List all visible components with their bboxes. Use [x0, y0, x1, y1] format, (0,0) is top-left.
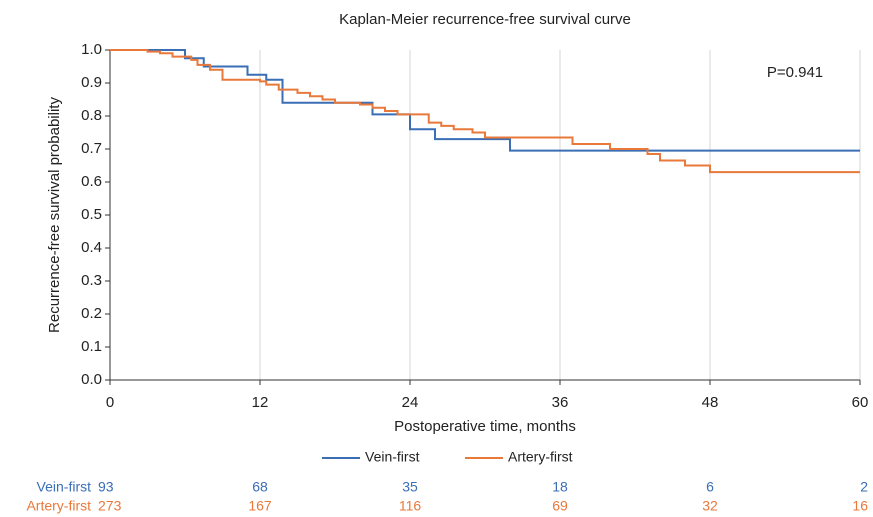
risk-count: 32: [702, 498, 718, 514]
legend-label: Vein-first: [365, 449, 420, 465]
x-tick-label: 60: [852, 394, 869, 411]
annotation: P=0.941: [767, 64, 823, 81]
risk-count: 2: [860, 479, 868, 495]
x-tick-label: 48: [702, 394, 719, 411]
y-tick-label: 0.1: [81, 338, 102, 355]
y-tick-label: 0.4: [81, 239, 102, 256]
x-axis-title: Postoperative time, months: [394, 418, 576, 435]
risk-row-label: Vein-first: [37, 479, 92, 495]
y-axis-title: Recurrence-free survival probability: [46, 97, 63, 333]
survival-curve: [110, 49, 860, 174]
risk-count: 16: [852, 498, 868, 514]
risk-count: 69: [552, 498, 568, 514]
risk-count: 6: [706, 479, 714, 495]
y-tick-label: 1.0: [81, 41, 102, 58]
risk-count: 35: [402, 479, 418, 495]
y-tick-label: 0.2: [81, 305, 102, 322]
y-tick-label: 0.0: [81, 371, 102, 388]
y-tick-label: 0.8: [81, 107, 102, 124]
risk-row-label: Artery-first: [26, 498, 91, 514]
chart-title: Kaplan-Meier recurrence-free survival cu…: [339, 11, 631, 28]
y-tick-label: 0.6: [81, 173, 102, 190]
x-tick-label: 0: [106, 394, 114, 411]
risk-count: 167: [248, 498, 272, 514]
y-tick-label: 0.5: [81, 206, 102, 223]
x-tick-label: 12: [252, 394, 269, 411]
x-tick-label: 24: [402, 394, 419, 411]
risk-count: 93: [98, 479, 114, 495]
risk-count: 116: [399, 498, 422, 514]
y-tick-label: 0.3: [81, 272, 102, 289]
risk-count: 68: [252, 479, 268, 495]
legend-label: Artery-first: [508, 449, 573, 465]
risk-count: 18: [552, 479, 568, 495]
survival-curve: [110, 49, 860, 152]
risk-count: 273: [98, 498, 122, 514]
y-tick-label: 0.9: [81, 74, 102, 91]
x-tick-label: 36: [552, 394, 569, 411]
y-tick-label: 0.7: [81, 140, 102, 157]
